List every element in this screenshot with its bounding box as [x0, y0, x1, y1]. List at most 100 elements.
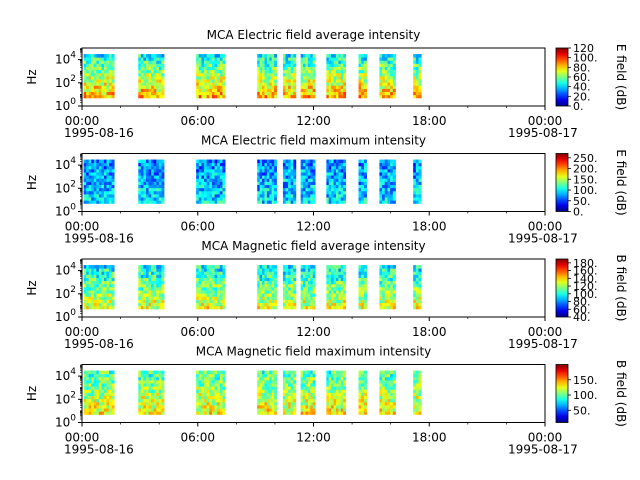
colorbar [555, 258, 569, 318]
heatmap-cell [204, 299, 208, 304]
heatmap-cell [288, 268, 292, 272]
heatmap-cell [83, 184, 87, 189]
heatmap-cell [363, 392, 367, 397]
heatmap-cell [209, 286, 213, 291]
heatmap-cell [222, 302, 226, 307]
heatmap-cell [288, 75, 292, 80]
heatmap-cell [392, 190, 396, 195]
heatmap-cell [93, 88, 97, 93]
heatmap-cell [379, 57, 383, 61]
heatmap-cell [331, 274, 334, 278]
heatmap-cell [274, 395, 277, 400]
heatmap-cell [262, 401, 265, 406]
heatmap-cell [219, 370, 223, 375]
heatmap-cell [392, 392, 396, 397]
heatmap-cell [338, 190, 342, 195]
heatmap-cell [211, 286, 215, 291]
heatmap-cell [363, 194, 367, 198]
heatmap-cell [101, 293, 105, 297]
heatmap-cell [196, 290, 200, 294]
heatmap-cell [101, 401, 105, 406]
heatmap-cell [282, 172, 286, 176]
heatmap-cell [143, 411, 147, 415]
heatmap-cell [204, 181, 208, 186]
heatmap-cell [312, 293, 316, 297]
heatmap-cell [293, 395, 297, 400]
heatmap-cell [148, 60, 152, 64]
heatmap-cell [336, 178, 339, 182]
heatmap-cell [86, 373, 90, 378]
heatmap-cell [303, 190, 306, 195]
heatmap-cell [266, 66, 270, 71]
heatmap-cell [264, 85, 268, 89]
heatmap-cell [206, 405, 210, 409]
heatmap-cell [98, 60, 102, 64]
heatmap-cell [138, 398, 142, 403]
heatmap-cell [219, 296, 223, 300]
heatmap-cell [217, 66, 221, 71]
heatmap-cell [158, 392, 162, 397]
heatmap-cell [103, 165, 107, 170]
heatmap-cell [211, 395, 215, 400]
heatmap-cell [326, 162, 330, 167]
heatmap-cell [305, 370, 309, 375]
heatmap-cell [418, 72, 422, 77]
heatmap-cell [138, 168, 142, 173]
heatmap-cell [206, 389, 210, 393]
heatmap-cell [382, 72, 386, 77]
heatmap-cell [138, 395, 142, 400]
heatmap-cell [418, 54, 422, 58]
x-tick-label: 06:00 [180, 325, 215, 339]
heatmap-cell [274, 296, 277, 300]
heatmap-cell [196, 293, 200, 297]
heatmap-cell [257, 283, 261, 288]
heatmap-cell [161, 75, 165, 80]
heatmap-cell [93, 392, 97, 397]
heatmap-cell [340, 178, 344, 182]
heatmap-cell [336, 296, 339, 300]
heatmap-cell [262, 54, 265, 58]
heatmap-cell [140, 401, 144, 406]
heatmap-cell [259, 94, 263, 99]
heatmap-cell [413, 293, 417, 297]
heatmap-cell [83, 293, 87, 297]
heatmap-cell [274, 190, 277, 195]
heatmap-cell [111, 411, 115, 415]
heatmap-cell [257, 94, 261, 99]
heatmap-cell [382, 379, 386, 384]
heatmap-cell [382, 302, 386, 307]
heatmap-cell [257, 85, 261, 89]
heatmap-cell [413, 82, 417, 86]
heatmap-cell [198, 66, 202, 71]
heatmap-cell [340, 54, 344, 58]
heatmap-cell [153, 79, 157, 83]
heatmap-cell [285, 91, 289, 96]
heatmap-cell [328, 85, 332, 89]
colorbar [555, 153, 569, 212]
heatmap-cell [331, 290, 334, 294]
heatmap-cell [103, 290, 107, 294]
heatmap-cell [259, 373, 263, 378]
heatmap-cell [145, 197, 149, 201]
heatmap-cell [264, 54, 268, 58]
heatmap-cell [91, 277, 95, 282]
heatmap-cell [307, 197, 311, 201]
heatmap-cell [204, 66, 208, 71]
colorbar-tick-label: 140. [573, 272, 598, 285]
heatmap-cell [271, 85, 275, 89]
heatmap-cell [305, 293, 309, 297]
heatmap-cell [111, 277, 115, 282]
heatmap-cell [415, 200, 419, 204]
heatmap-cell [269, 411, 273, 415]
heatmap-cell [111, 383, 115, 387]
heatmap-cell [106, 379, 110, 384]
heatmap-cell [343, 72, 347, 77]
heatmap-cell [151, 194, 155, 198]
heatmap-cell [363, 265, 367, 269]
heatmap-cell [257, 91, 261, 96]
heatmap-cell [274, 277, 277, 282]
heatmap-cell [83, 85, 87, 89]
heatmap-cell [214, 408, 218, 412]
heatmap-cell [143, 398, 147, 403]
heatmap-cell [387, 274, 391, 278]
